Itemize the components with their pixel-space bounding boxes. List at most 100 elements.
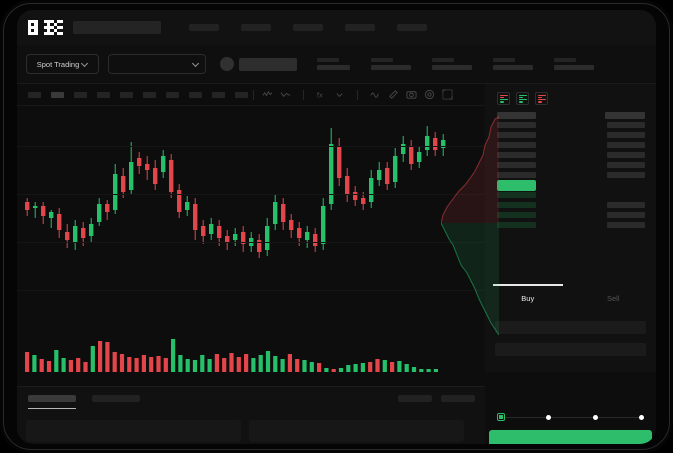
top-navigation-bar: [17, 10, 656, 45]
timeframe-button-3[interactable]: [74, 91, 87, 98]
market-stat: [554, 58, 594, 70]
svg-text:fx: fx: [317, 90, 323, 99]
timeframe-button-group: [28, 91, 248, 98]
ruler-icon[interactable]: [388, 89, 399, 100]
order-book-bid-row[interactable]: [485, 190, 656, 200]
stepper-step-4[interactable]: [638, 414, 644, 420]
settings-gear-icon[interactable]: [424, 89, 435, 100]
candle-body: [289, 220, 294, 230]
nav-item-2[interactable]: [241, 24, 272, 31]
order-price: [497, 151, 536, 159]
volume-bar: [185, 359, 190, 372]
price-chart[interactable]: [17, 106, 485, 326]
timeframe-button-9[interactable]: [212, 91, 225, 98]
orderbook-mode-bids[interactable]: [516, 92, 529, 105]
timeframe-button-8[interactable]: [189, 91, 202, 98]
order-book-ask-row[interactable]: [485, 160, 656, 170]
fullscreen-icon[interactable]: [442, 89, 453, 100]
candlestick-chart-icon[interactable]: [262, 89, 273, 100]
volume-bar: [426, 369, 431, 372]
order-price: [497, 171, 536, 179]
line-chart-icon[interactable]: [280, 89, 291, 100]
volume-bar: [83, 362, 88, 372]
camera-icon[interactable]: [406, 89, 417, 100]
timeframe-button-10[interactable]: [235, 91, 248, 98]
candle-body: [305, 232, 310, 240]
nav-item-1[interactable]: [189, 24, 220, 31]
order-book-ask-row[interactable]: [485, 120, 656, 130]
timeframe-button-2[interactable]: [51, 91, 64, 98]
trading-pair-selector[interactable]: [108, 54, 206, 74]
volume-bar: [68, 360, 73, 372]
timeframe-button-4[interactable]: [97, 91, 110, 98]
candle-body: [281, 204, 286, 222]
timeframe-button-6[interactable]: [143, 91, 156, 98]
nav-item-5[interactable]: [397, 24, 428, 31]
candle-body: [337, 146, 342, 178]
orderbook-mode-asks[interactable]: [535, 92, 548, 105]
order-book-ask-row[interactable]: [485, 140, 656, 150]
order-book-bid-row[interactable]: [485, 200, 656, 210]
timeframe-button-1[interactable]: [28, 91, 41, 98]
order-book-bid-row[interactable]: [485, 210, 656, 220]
order-book-last-price[interactable]: [485, 179, 656, 191]
volume-bar: [258, 355, 263, 372]
volume-bar: [411, 367, 417, 372]
volume-bar: [127, 357, 132, 372]
order-book-panel: [485, 84, 656, 284]
order-price: [497, 111, 536, 119]
nav-item-3[interactable]: [293, 24, 324, 31]
bottom-tab-label: [28, 395, 76, 402]
market-stat-label: [493, 58, 515, 62]
tab-buy[interactable]: Buy: [485, 284, 571, 312]
volume-bar: [46, 361, 52, 372]
volume-bar: [295, 359, 300, 372]
market-stat: [493, 58, 533, 70]
submit-order-button[interactable]: [489, 430, 652, 444]
candle-body: [217, 226, 222, 238]
tab-sell[interactable]: Sell: [606, 293, 620, 303]
candle-body: [73, 226, 78, 242]
order-size: [607, 222, 645, 228]
order-size: [607, 182, 645, 188]
timeframe-button-7[interactable]: [166, 91, 179, 98]
okx-logo[interactable]: [28, 19, 64, 36]
stepper-step-3[interactable]: [592, 414, 598, 420]
bottom-tab-2[interactable]: [92, 395, 140, 402]
market-stats-group: [317, 58, 594, 70]
indicators-icon[interactable]: fx: [316, 89, 327, 100]
candle-body: [401, 144, 406, 154]
order-book-bid-row[interactable]: [485, 220, 656, 230]
toolbar-divider: [303, 89, 304, 100]
order-book-header[interactable]: [485, 110, 656, 120]
timeframe-button-5[interactable]: [120, 91, 133, 98]
bottom-action-2[interactable]: [441, 395, 475, 402]
volume-bar: [163, 358, 168, 372]
trading-mode-selector[interactable]: Spot Trading: [26, 54, 99, 74]
nav-item-4[interactable]: [345, 24, 376, 31]
market-stat-label: [432, 58, 454, 62]
order-book-ask-row[interactable]: [485, 170, 656, 180]
stepper-step-1[interactable]: [497, 413, 505, 421]
order-amount-field[interactable]: [495, 343, 646, 356]
orderbook-mode-both[interactable]: [497, 92, 510, 105]
volume-bar: [433, 369, 438, 372]
order-price-field[interactable]: [495, 321, 646, 334]
bottom-action-1[interactable]: [398, 395, 432, 402]
chevron-down-icon[interactable]: [334, 89, 345, 100]
volume-bar: [273, 356, 278, 372]
order-price: [497, 131, 536, 139]
bottom-card-2[interactable]: [249, 420, 464, 442]
volume-bar: [76, 358, 81, 372]
drawing-wave-icon[interactable]: [370, 89, 381, 100]
search-input[interactable]: [73, 21, 162, 34]
order-size: [605, 111, 645, 119]
stepper-step-2[interactable]: [546, 414, 552, 420]
order-book-ask-row[interactable]: [485, 130, 656, 140]
order-book-ask-row[interactable]: [485, 150, 656, 160]
volume-bar: [54, 350, 59, 372]
bottom-card-group: [26, 420, 464, 442]
bottom-card-1[interactable]: [26, 420, 241, 442]
bottom-tab-1[interactable]: [28, 395, 76, 409]
volume-bar: [156, 356, 161, 372]
